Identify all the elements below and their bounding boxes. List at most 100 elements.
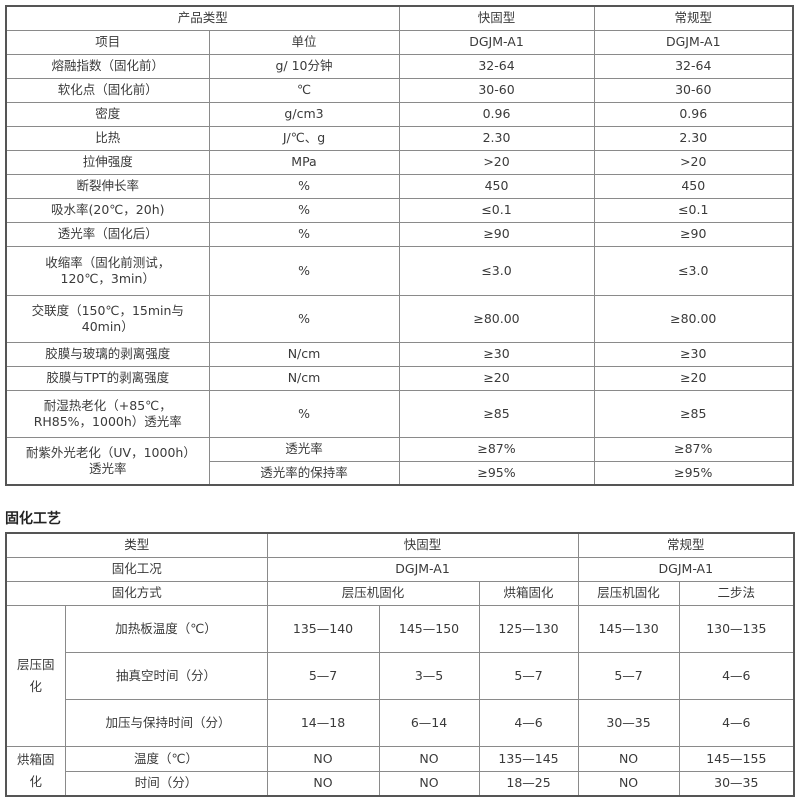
value: 5—7: [577, 651, 680, 700]
fast-value: ≥20: [398, 365, 595, 391]
method: 烘箱固化: [478, 580, 579, 606]
value: 5—7: [478, 651, 579, 700]
value: 6—14: [378, 698, 480, 747]
spec-table: 产品类型 快固型 常规型 项目 单位 DGJM-A1 DGJM-A1 熔融指数（…: [5, 5, 795, 486]
row-label: 加压与保持时间（分）: [64, 698, 268, 747]
table-row: 收缩率（固化前测试，120℃，3min）% ≤3.0 ≤3.0: [5, 245, 794, 296]
fast-value: >20: [398, 149, 595, 175]
subheader-row: 项目 单位 DGJM-A1 DGJM-A1: [5, 29, 794, 55]
header-item: 项目: [5, 29, 210, 55]
normal-value: 2.30: [593, 125, 794, 151]
group-label: 烘箱固化: [5, 745, 66, 797]
fast-value: ≥85: [398, 389, 595, 438]
method: 层压机固化: [577, 580, 680, 606]
value: 145—150: [378, 604, 480, 653]
item: 断裂伸长率: [5, 173, 210, 199]
normal-value: ≤3.0: [593, 245, 794, 296]
condition-label: 固化工况: [5, 556, 268, 582]
header-row: 产品类型 快固型 常规型: [5, 5, 794, 31]
unit: N/cm: [208, 365, 400, 391]
row-label: 时间（分）: [64, 770, 268, 797]
value: 4—6: [678, 698, 795, 747]
value: 5—7: [266, 651, 380, 700]
normal-value: ≥20: [593, 365, 794, 391]
item: 收缩率（固化前测试，120℃，3min）: [5, 245, 210, 296]
value: 145—155: [678, 745, 795, 772]
type-label: 类型: [5, 532, 268, 558]
value: NO: [577, 770, 680, 797]
item: 耐湿热老化（+85℃，RH85%，1000h）透光率: [5, 389, 210, 438]
value: 18—25: [478, 770, 579, 797]
table-row: 加压与保持时间（分） 14—18 6—14 4—6 30—35 4—6: [6, 698, 795, 747]
type-row: 类型 快固型 常规型: [5, 532, 795, 558]
fast-model: DGJM-A1: [266, 556, 579, 582]
header-unit: 单位: [208, 29, 400, 55]
item: 拉伸强度: [5, 149, 210, 175]
header-fast: 快固型: [398, 5, 595, 31]
table-row: 抽真空时间（分） 5—7 3—5 5—7 5—7 4—6: [6, 651, 795, 700]
unit: %: [208, 197, 400, 223]
fast-value: ≤0.1: [398, 197, 595, 223]
value: NO: [378, 770, 480, 797]
fast-value: ≥87%: [398, 436, 595, 462]
item: 吸水率(20℃，20h): [5, 197, 210, 223]
curing-table: 类型 快固型 常规型 固化工况 DGJM-A1 DGJM-A1 固化方式 层压机…: [5, 532, 796, 797]
fast-value: 30-60: [398, 77, 595, 103]
unit: %: [208, 173, 400, 199]
value: 4—6: [678, 651, 795, 700]
normal-value: ≤0.1: [593, 197, 794, 223]
fast-value: 2.30: [398, 125, 595, 151]
value: 130—135: [678, 604, 795, 653]
unit: %: [208, 389, 400, 438]
normal-value: ≥80.00: [593, 294, 794, 343]
method-row: 固化方式 层压机固化 烘箱固化 层压机固化 二步法: [5, 580, 795, 606]
normal-value: ≥85: [593, 389, 794, 438]
method: 层压机固化: [266, 580, 480, 606]
value: 145—130: [577, 604, 680, 653]
table-row: 透光率（固化后）% ≥90 ≥90: [5, 221, 794, 247]
normal-value: 0.96: [593, 101, 794, 127]
value: 30—35: [577, 698, 680, 747]
normal-value: ≥30: [593, 341, 794, 367]
item: 胶膜与玻璃的剥离强度: [5, 341, 210, 367]
item: 交联度（150℃，15min与40min）: [5, 294, 210, 343]
value: 3—5: [378, 651, 480, 700]
fast-value: ≥95%: [398, 460, 595, 486]
value: NO: [378, 745, 480, 772]
table-row: 熔融指数（固化前） g/ 10分钟 32-64 32-64: [5, 53, 794, 79]
header-product-type: 产品类型: [5, 5, 400, 31]
condition-row: 固化工况 DGJM-A1 DGJM-A1: [5, 556, 795, 582]
value: 14—18: [266, 698, 380, 747]
table-row: 密度 g/cm3 0.96 0.96: [5, 101, 794, 127]
method-label: 固化方式: [5, 580, 268, 606]
unit: 透光率: [208, 436, 400, 462]
method: 二步法: [678, 580, 795, 606]
table-row: 透光率的保持率 ≥95% ≥95%: [6, 460, 794, 486]
normal-value: 30-60: [593, 77, 794, 103]
normal-value: ≥95%: [593, 460, 794, 486]
fast-value: 450: [398, 173, 595, 199]
item: 胶膜与TPT的剥离强度: [5, 365, 210, 391]
table-row: 胶膜与玻璃的剥离强度 N/cm ≥30 ≥30: [5, 341, 794, 367]
value: NO: [266, 745, 380, 772]
row-label: 温度（℃）: [64, 745, 268, 772]
table-row: 吸水率(20℃，20h)% ≤0.1 ≤0.1: [5, 197, 794, 223]
normal-value: >20: [593, 149, 794, 175]
value: 125—130: [478, 604, 579, 653]
fast-value: ≥80.00: [398, 294, 595, 343]
table-row: 软化点（固化前） ℃ 30-60 30-60: [5, 77, 794, 103]
value: NO: [266, 770, 380, 797]
value: 135—140: [266, 604, 380, 653]
value: 4—6: [478, 698, 579, 747]
value: NO: [577, 745, 680, 772]
table-row: 时间（分） NO NO 18—25 NO 30—35: [6, 770, 795, 797]
table-row: 断裂伸长率% 450 450: [5, 173, 794, 199]
item: 透光率（固化后）: [5, 221, 210, 247]
item: 比热: [5, 125, 210, 151]
row-label: 抽真空时间（分）: [64, 651, 268, 700]
unit: MPa: [208, 149, 400, 175]
fast-value: ≤3.0: [398, 245, 595, 296]
normal-type: 常规型: [577, 532, 795, 558]
header-normal: 常规型: [593, 5, 794, 31]
fast-value: 0.96: [398, 101, 595, 127]
